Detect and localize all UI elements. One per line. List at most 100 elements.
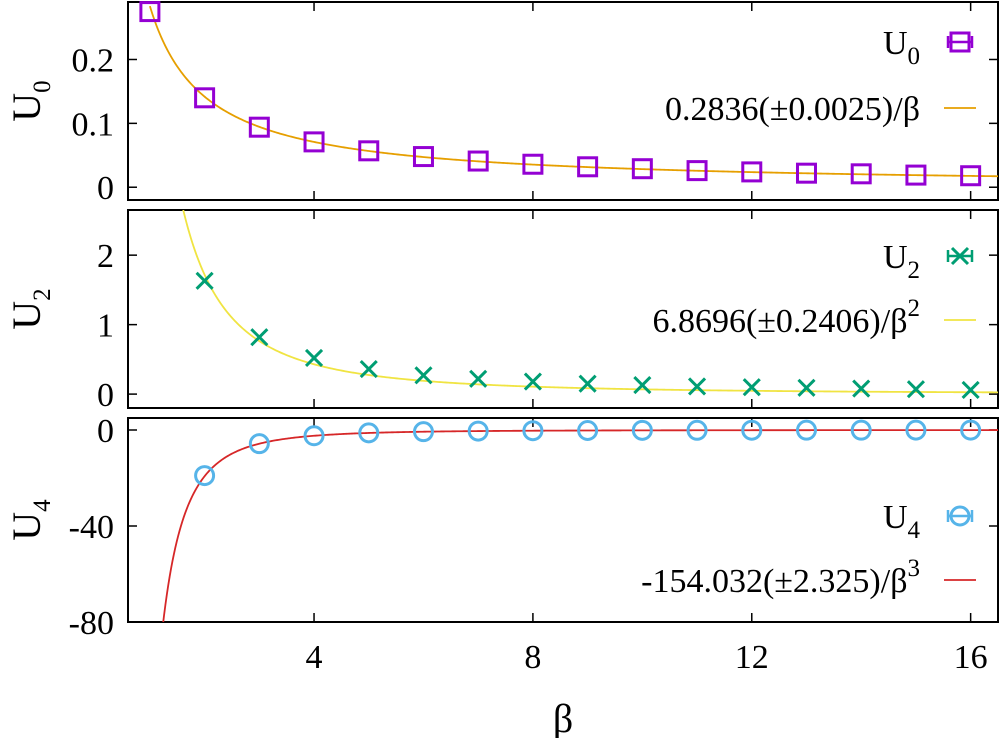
data-point bbox=[248, 116, 270, 138]
data-point bbox=[852, 379, 871, 398]
data-point bbox=[795, 162, 817, 184]
y-axis-label: U0 bbox=[4, 80, 56, 121]
x-tick-label: 8 bbox=[524, 639, 541, 676]
data-point bbox=[194, 465, 216, 487]
data-point bbox=[358, 140, 380, 162]
y-axis-label-sub: 2 bbox=[29, 288, 56, 301]
data-point bbox=[633, 376, 652, 395]
legend-label-sup: 3 bbox=[908, 555, 921, 582]
plot-frame bbox=[127, 1, 999, 201]
legend-label-sub: 4 bbox=[908, 517, 921, 544]
data-point bbox=[905, 419, 927, 441]
data-point bbox=[522, 153, 544, 175]
data-point bbox=[631, 158, 653, 180]
data-point bbox=[412, 421, 434, 443]
data-point bbox=[961, 380, 980, 399]
data-point bbox=[631, 419, 653, 441]
y-axis-label: U2 bbox=[4, 288, 56, 329]
y-tick-label: 0 bbox=[97, 377, 114, 414]
data-point bbox=[304, 348, 324, 368]
data-point bbox=[412, 146, 434, 168]
y-axis-label-main: U bbox=[4, 93, 49, 122]
plot-frame bbox=[127, 417, 999, 623]
data-point bbox=[905, 164, 927, 186]
legend-label-main: U bbox=[883, 25, 908, 62]
data-point bbox=[194, 87, 216, 109]
data-point bbox=[906, 380, 925, 399]
data-point bbox=[686, 160, 708, 182]
data-point bbox=[139, 1, 161, 23]
legend-sample-marker bbox=[949, 505, 971, 527]
data-point bbox=[850, 163, 872, 185]
data-point bbox=[522, 420, 544, 442]
data-point bbox=[741, 161, 763, 183]
fit-curve bbox=[162, 429, 998, 622]
data-point bbox=[850, 419, 872, 441]
fit-curve bbox=[149, 5, 998, 178]
legend-label-data: U4 bbox=[883, 499, 921, 544]
legend-label-data: U0 bbox=[883, 25, 920, 70]
data-point bbox=[358, 422, 380, 444]
legend-label-main: U bbox=[883, 239, 908, 276]
legend: U4-154.032(±2.325)/β3 bbox=[641, 499, 976, 600]
y-tick-label: -40 bbox=[69, 509, 114, 546]
data-point bbox=[303, 425, 325, 447]
legend-sample-marker bbox=[950, 246, 970, 266]
x-tick-label: 4 bbox=[306, 639, 323, 676]
data-point bbox=[741, 419, 763, 441]
data-point bbox=[467, 150, 489, 172]
legend-label-sub: 0 bbox=[908, 43, 921, 70]
data-point bbox=[359, 360, 378, 379]
data-point bbox=[687, 377, 707, 396]
y-axis-label-main: U bbox=[4, 512, 49, 541]
legend-label-fit: 6.8696(±0.2406)/β2 bbox=[652, 295, 920, 340]
data-point bbox=[578, 374, 597, 393]
data-point bbox=[469, 369, 488, 388]
legend-label-sup: 2 bbox=[908, 295, 921, 322]
data-point bbox=[303, 131, 325, 153]
y-axis-label-sub: 0 bbox=[29, 80, 56, 93]
y-tick-label: 0.1 bbox=[72, 106, 115, 143]
plot-frame bbox=[127, 209, 999, 409]
data-point bbox=[797, 378, 816, 397]
data-point bbox=[523, 372, 542, 391]
y-tick-label: 2 bbox=[97, 238, 114, 275]
data-point bbox=[686, 419, 708, 441]
x-tick-label: 12 bbox=[735, 639, 769, 676]
data-point bbox=[195, 271, 214, 290]
data-point bbox=[577, 156, 599, 178]
legend-sample-marker bbox=[949, 31, 971, 53]
y-axis-label-main: U bbox=[4, 301, 49, 330]
legend-label-main: 0.2836(±0.0025)/β bbox=[665, 91, 920, 128]
legend-label-fit: -154.032(±2.325)/β3 bbox=[641, 555, 920, 600]
x-tick-label: 16 bbox=[954, 639, 988, 676]
data-point bbox=[248, 433, 270, 455]
x-axis-label: β bbox=[553, 696, 573, 738]
y-tick-label: 0.2 bbox=[72, 42, 115, 79]
data-point bbox=[250, 328, 269, 347]
data-point bbox=[467, 420, 489, 442]
data-point bbox=[960, 419, 982, 441]
fit-curve bbox=[182, 210, 998, 394]
y-axis-label: U4 bbox=[4, 499, 56, 541]
data-point bbox=[577, 420, 599, 442]
legend-label-main: -154.032(±2.325)/β bbox=[641, 563, 907, 600]
data-point bbox=[795, 419, 817, 441]
y-tick-label: -80 bbox=[69, 605, 114, 642]
legend-label-main: 6.8696(±0.2406)/β bbox=[652, 303, 907, 340]
data-point bbox=[414, 366, 433, 385]
legend-label-fit: 0.2836(±0.0025)/β bbox=[665, 91, 920, 128]
legend-label-main: U bbox=[883, 499, 908, 536]
y-tick-label: 1 bbox=[97, 308, 114, 345]
y-tick-label: 0 bbox=[97, 413, 114, 450]
legend-label-data: U2 bbox=[883, 239, 920, 284]
legend: U0 0.2836(±0.0025)/β bbox=[665, 25, 976, 128]
y-tick-label: 0 bbox=[97, 170, 114, 207]
data-point bbox=[960, 165, 982, 187]
data-point bbox=[742, 378, 761, 397]
legend: U26.8696(±0.2406)/β2 bbox=[652, 239, 976, 340]
y-axis-label-sub: 4 bbox=[29, 499, 56, 512]
